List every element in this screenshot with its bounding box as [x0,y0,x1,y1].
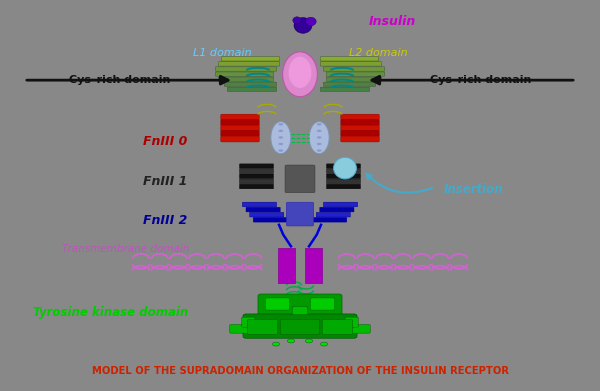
FancyBboxPatch shape [224,82,277,86]
Ellipse shape [278,149,283,152]
FancyBboxPatch shape [286,202,314,226]
Ellipse shape [305,17,316,26]
Ellipse shape [317,143,322,145]
FancyBboxPatch shape [345,317,358,327]
FancyBboxPatch shape [326,72,385,76]
Text: MODEL OF THE SUPRADOMAIN ORGANIZATION OF THE INSULIN RECEPTOR: MODEL OF THE SUPRADOMAIN ORGANIZATION OF… [91,366,509,376]
Text: FnIII 1: FnIII 1 [143,175,187,188]
FancyBboxPatch shape [242,317,255,327]
Ellipse shape [283,52,317,97]
Ellipse shape [317,123,322,126]
FancyBboxPatch shape [326,184,361,189]
FancyBboxPatch shape [341,120,379,126]
FancyBboxPatch shape [320,87,370,91]
FancyBboxPatch shape [323,82,376,86]
Ellipse shape [294,18,312,33]
Text: L2 domain: L2 domain [349,48,407,58]
FancyBboxPatch shape [326,174,361,179]
FancyBboxPatch shape [316,212,350,217]
FancyBboxPatch shape [310,298,335,310]
FancyBboxPatch shape [292,307,308,315]
Text: L1 domain: L1 domain [193,48,251,58]
Text: Tyrosine kinase domain: Tyrosine kinase domain [34,306,188,319]
Ellipse shape [278,143,283,145]
Ellipse shape [310,122,329,154]
FancyBboxPatch shape [351,325,370,333]
FancyBboxPatch shape [326,179,361,184]
FancyBboxPatch shape [326,77,382,81]
FancyBboxPatch shape [341,125,379,131]
FancyBboxPatch shape [218,62,280,66]
Ellipse shape [305,339,313,343]
FancyBboxPatch shape [323,67,385,71]
FancyBboxPatch shape [239,164,274,169]
FancyBboxPatch shape [230,325,249,333]
FancyBboxPatch shape [285,165,315,193]
Bar [278,248,295,283]
FancyBboxPatch shape [320,207,354,212]
Bar [305,248,322,283]
Text: FnIII 2: FnIII 2 [143,214,187,228]
Ellipse shape [271,122,290,154]
FancyBboxPatch shape [239,169,274,174]
Ellipse shape [334,157,356,179]
FancyBboxPatch shape [239,174,274,179]
Ellipse shape [317,136,322,138]
FancyBboxPatch shape [227,87,277,91]
FancyBboxPatch shape [247,319,278,334]
FancyBboxPatch shape [221,131,259,136]
Text: Cys–rich domain: Cys–rich domain [430,75,531,85]
FancyBboxPatch shape [320,57,379,61]
FancyBboxPatch shape [239,184,274,189]
FancyBboxPatch shape [326,164,361,169]
FancyBboxPatch shape [280,319,320,334]
FancyBboxPatch shape [341,114,379,120]
FancyBboxPatch shape [221,114,259,120]
FancyBboxPatch shape [221,125,259,131]
FancyBboxPatch shape [246,207,280,212]
Ellipse shape [278,136,283,138]
FancyBboxPatch shape [218,77,274,81]
Ellipse shape [278,123,283,126]
Text: Insulin: Insulin [369,15,416,28]
Text: Cys–rich domain: Cys–rich domain [69,75,170,85]
FancyBboxPatch shape [239,179,274,184]
FancyBboxPatch shape [313,217,347,222]
Ellipse shape [289,57,311,88]
FancyBboxPatch shape [221,136,259,142]
Ellipse shape [287,339,295,343]
FancyBboxPatch shape [242,202,277,207]
Ellipse shape [320,342,328,346]
FancyBboxPatch shape [341,136,379,142]
Text: Transmembrane domain: Transmembrane domain [62,244,190,255]
FancyBboxPatch shape [215,67,277,71]
FancyBboxPatch shape [322,319,353,334]
Ellipse shape [272,342,280,346]
FancyBboxPatch shape [265,298,290,310]
FancyBboxPatch shape [326,169,361,174]
FancyBboxPatch shape [215,72,274,76]
FancyBboxPatch shape [341,131,379,136]
FancyBboxPatch shape [320,62,382,66]
FancyBboxPatch shape [243,314,357,338]
FancyBboxPatch shape [323,202,358,207]
Ellipse shape [278,130,283,132]
FancyBboxPatch shape [253,217,287,222]
FancyBboxPatch shape [221,57,280,61]
FancyBboxPatch shape [221,120,259,126]
Text: Insertion: Insertion [444,183,503,196]
Text: FnIII 0: FnIII 0 [143,135,187,148]
Ellipse shape [293,17,301,24]
FancyBboxPatch shape [250,212,284,217]
FancyBboxPatch shape [258,294,342,317]
Ellipse shape [317,149,322,152]
Ellipse shape [317,130,322,132]
